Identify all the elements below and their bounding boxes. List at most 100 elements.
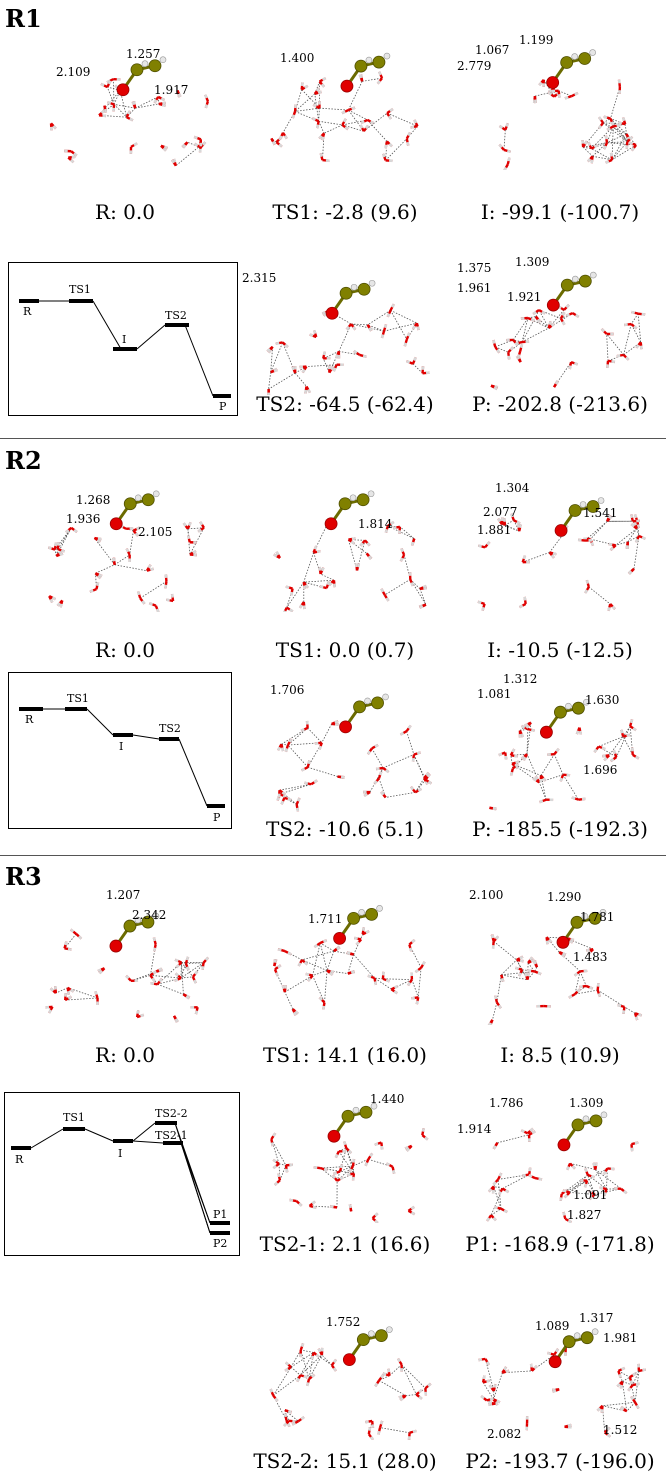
hydrogen-atom [565,703,571,709]
hydrogen-atom [366,126,368,129]
hydrogen-atom [620,1408,623,1409]
hydrogen-atom [591,1176,594,1177]
bond-distance-label: 1.257 [126,47,160,61]
hydrogen-atom [631,1397,633,1400]
hydrogen-bond [269,372,271,389]
hydrogen-atom [478,602,481,603]
structure-energy-label: P: -185.5 (-192.3) [455,817,665,841]
hydrogen-atom [282,748,283,751]
hydrogen-bond [523,552,550,562]
hydrogen-atom [153,491,159,497]
hydrogen-atom [515,968,518,969]
hydrogen-atom [574,363,577,364]
hydrogen-atom [354,938,357,939]
hydrogen-atom [604,1171,606,1174]
hydrogen-bond [386,792,416,797]
hydrogen-bond [418,968,421,997]
hydrogen-atom [157,609,158,612]
bond-distance-label: 1.067 [475,43,509,57]
bond-distance-label: 1.827 [567,1208,601,1222]
hydrogen-atom [519,973,521,976]
level-label-ts2-1: TS2-1 [155,1129,188,1142]
hydrogen-atom [611,759,614,761]
hydrogen-atom [322,84,324,87]
hydrogen-bond [96,565,115,574]
hydrogen-atom [386,145,387,148]
carbon-atom [339,498,351,510]
hydrogen-atom [636,345,638,348]
hydrogen-bond [114,104,127,117]
hydrogen-atom [99,575,102,576]
hydrogen-bond [563,775,578,800]
carbon-atom [124,498,136,510]
carbon-atom [373,56,385,68]
hydrogen-atom [335,721,338,722]
hydrogen-atom [97,582,98,585]
hydrogen-atom [549,90,552,92]
hydrogen-atom [580,731,581,734]
hydrogen-atom [312,1356,313,1359]
energy-diagram-plot: R TS1 I TS2 P [9,673,231,828]
carbon-atom [355,60,367,72]
hydrogen-atom [628,1388,630,1391]
hydrogen-bond [637,529,639,536]
hydrogen-atom [489,1023,491,1025]
hydrogen-atom [277,552,279,555]
hydrogen-atom [272,1143,273,1146]
hydrogen-atom [375,1144,378,1145]
hydrogen-atom [153,971,156,973]
molecule-cluster: 1.814 [240,472,450,612]
hydrogen-bond [115,555,130,565]
structure-energy-label: R: 0.0 [20,1043,230,1067]
hydrogen-atom [349,1151,351,1153]
hydrogen-atom [370,1153,372,1156]
carbon-atom [372,697,384,709]
hydrogen-atom [184,523,186,526]
hydrogen-atom [602,329,604,331]
hydrogen-bond [501,975,527,980]
hydrogen-atom [399,1397,402,1398]
hydrogen-bond [607,142,627,143]
carbon-atom [342,1110,354,1122]
hydrogen-atom [95,991,96,994]
hydrogen-atom [282,792,285,794]
hydrogen-atom [166,600,169,601]
hydrogen-atom [159,969,162,971]
hydrogen-atom [577,731,578,734]
hydrogen-atom [410,948,411,951]
hydrogen-bond [273,1375,300,1395]
carbon-atom [581,1332,593,1344]
hydrogen-atom [361,125,363,128]
hydrogen-atom [614,751,615,754]
hydrogen-bond [319,108,320,121]
hydrogen-atom [515,343,517,346]
hydrogen-atom [588,159,590,162]
hydrogen-atom [618,123,621,124]
hydrogen-atom [361,121,364,122]
hydrogen-atom [561,778,562,781]
hydrogen-atom [304,783,307,784]
hydrogen-bond [513,318,528,340]
hydrogen-bond [607,334,608,361]
hydrogen-atom [518,354,519,357]
hydrogen-atom [351,542,354,544]
hydrogen-atom [414,120,416,123]
hydrogen-atom [352,538,355,539]
hydrogen-atom [388,1369,389,1372]
hydrogen-atom [478,1359,481,1360]
oxygen-atom [341,80,353,92]
hydrogen-atom [532,1131,535,1133]
hydrogen-atom [497,350,499,353]
hydrogen-bond [598,990,625,1007]
bond-distance-label: 2.105 [138,525,172,539]
hydrogen-atom [353,327,355,330]
hydrogen-atom [351,972,354,973]
hydrogen-atom [267,349,270,351]
hydrogen-bond [622,1377,629,1381]
hydrogen-atom [520,961,523,962]
hydrogen-atom [631,1381,632,1384]
hydrogen-atom [506,1371,509,1372]
bond-distance-label: 1.786 [489,1096,523,1110]
